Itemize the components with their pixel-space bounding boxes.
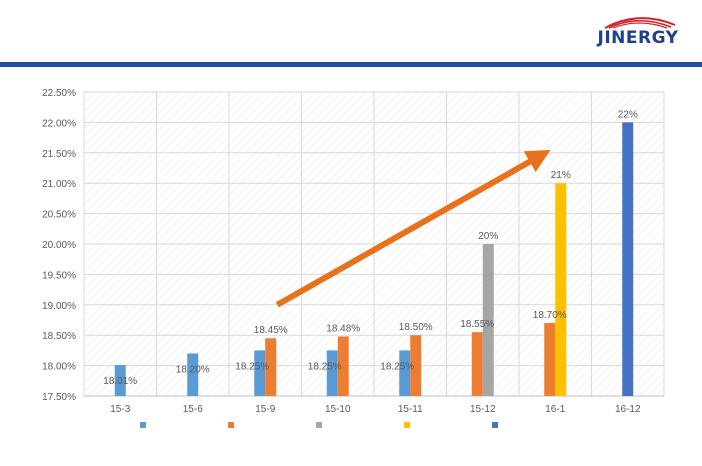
x-tick-label: 15-3: [110, 404, 130, 415]
legend-swatch: [228, 422, 234, 428]
y-tick-label: 19.00%: [42, 301, 76, 312]
data-label: 18.70%: [533, 310, 567, 321]
logo-swoosh-icon: [604, 17, 676, 29]
y-tick-label: 21.50%: [42, 149, 76, 160]
y-tick-label: 22.00%: [42, 118, 76, 129]
data-labels: 18.01% 18.20% 18.25% 18.45% 18.25% 18.48% 18.2…: [103, 109, 638, 387]
jinergy-logo: JINERGY: [583, 10, 693, 50]
x-tick-label: 15-11: [398, 404, 423, 415]
data-label: 18.20%: [176, 364, 210, 375]
x-tick-label: 16-1: [545, 404, 565, 415]
y-tick-label: 22.50%: [42, 88, 76, 99]
bar: [555, 183, 567, 396]
data-label: 18.25%: [235, 361, 269, 372]
x-tick-label: 15-9: [255, 404, 275, 415]
data-label: 18.50%: [399, 322, 433, 333]
data-label: 18.45%: [254, 325, 288, 336]
bar: [187, 353, 199, 396]
legend: [140, 422, 498, 428]
data-label: 18.01%: [103, 376, 137, 387]
header-divider-bar: [0, 62, 702, 67]
data-label: 18.25%: [308, 361, 342, 372]
y-tick-label: 18.50%: [42, 331, 76, 342]
data-label: 22%: [618, 109, 638, 120]
logo-wordmark: JINERGY: [597, 28, 679, 48]
data-label: 18.48%: [326, 323, 360, 334]
data-label: 20%: [478, 231, 498, 242]
bar: [114, 364, 126, 396]
trend-arrow-line: [275, 149, 551, 308]
bar: [326, 350, 338, 396]
bar: [337, 336, 349, 396]
y-tick-label: 20.00%: [42, 240, 76, 251]
legend-swatch: [492, 422, 498, 428]
y-tick-label: 21.00%: [42, 179, 76, 190]
trend-arrow: [275, 149, 551, 308]
data-label: 21%: [551, 170, 571, 181]
legend-swatch: [140, 422, 146, 428]
bar: [399, 350, 411, 396]
bars: [114, 122, 634, 397]
bar: [544, 323, 556, 396]
x-axis: 15-3 15-6 15-9 15-10 15-11 15-12 16-1 16-12: [84, 395, 664, 415]
x-tick-label: 15-6: [183, 404, 203, 415]
x-tick-label: 15-12: [470, 404, 496, 415]
data-label: 18.25%: [380, 361, 414, 372]
gridlines: [83, 91, 665, 396]
bar: [265, 338, 277, 396]
y-tick-label: 20.50%: [42, 210, 76, 221]
data-label: 18.55%: [460, 319, 494, 330]
y-tick-label: 18.00%: [42, 362, 76, 373]
bar: [471, 332, 483, 396]
y-tick-label: 17.50%: [42, 392, 76, 403]
y-axis: 17.50% 18.00% 18.50% 19.00% 19.50% 20.00% 20.5…: [42, 88, 76, 403]
bar: [410, 335, 422, 396]
x-tick-label: 15-10: [325, 404, 351, 415]
bar: [622, 122, 634, 397]
bar: [254, 350, 266, 396]
legend-swatch: [404, 422, 410, 428]
bar: [482, 244, 494, 396]
y-tick-label: 19.50%: [42, 270, 76, 281]
x-tick-label: 16-12: [615, 404, 641, 415]
legend-swatch: [316, 422, 322, 428]
